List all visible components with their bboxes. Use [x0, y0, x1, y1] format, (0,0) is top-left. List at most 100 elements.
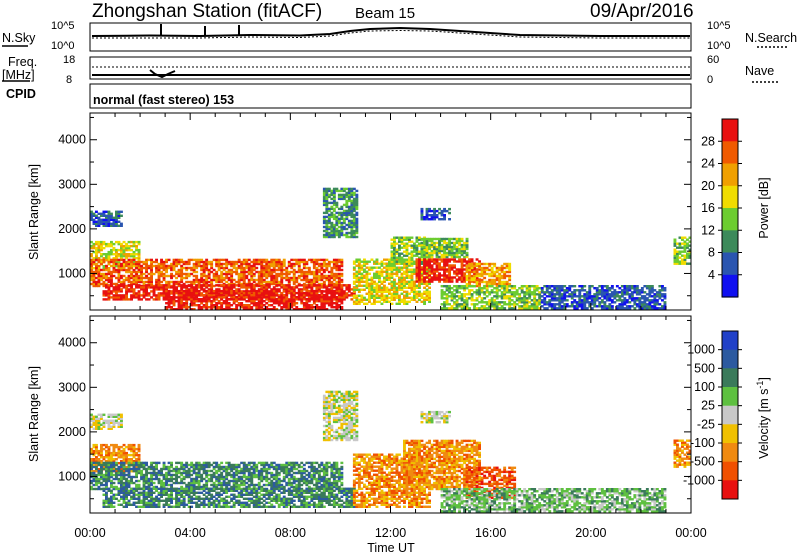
heatmap-cell — [257, 308, 261, 311]
heatmap-cell — [473, 276, 476, 280]
heatmap-cell — [135, 296, 138, 299]
heatmap-cell — [280, 260, 284, 264]
heatmap-cell — [297, 282, 301, 286]
heatmap-cell — [413, 284, 416, 287]
heatmap-cell — [423, 248, 426, 251]
heatmap-cell — [132, 274, 136, 278]
heatmap-cell — [433, 268, 436, 271]
heatmap-cell — [292, 270, 296, 274]
heatmap-cell — [215, 260, 219, 264]
heatmap-cell — [215, 308, 219, 311]
heatmap-cell — [355, 227, 359, 231]
heatmap-cell — [272, 276, 276, 280]
heatmap-cell — [95, 282, 98, 286]
heatmap-cell — [573, 291, 577, 294]
heatmap-cell — [105, 222, 108, 225]
heatmap-cell — [92, 419, 96, 422]
heatmap-cell — [480, 291, 484, 294]
heatmap-cell — [327, 300, 331, 303]
heatmap-cell — [305, 280, 309, 284]
heatmap-cell — [240, 298, 244, 301]
heatmap-cell — [330, 223, 334, 227]
freq-panel: Freq. [MHz] 18 8 60 0 Nave — [2, 54, 778, 86]
heatmap-cell — [608, 287, 612, 290]
heatmap-cell — [588, 305, 592, 308]
heatmap-cell — [400, 286, 404, 289]
heatmap-cell — [352, 229, 356, 233]
heatmap-cell — [200, 260, 204, 264]
heatmap-cell — [117, 242, 121, 246]
heatmap-cell — [440, 218, 444, 221]
heatmap-cell — [275, 258, 279, 262]
heatmap-cell — [513, 285, 517, 288]
heatmap-cell — [160, 266, 163, 270]
heatmap-cell — [538, 307, 542, 310]
heatmap-cell — [633, 291, 637, 294]
heatmap-cell — [175, 272, 178, 276]
heatmap-cell — [102, 240, 106, 244]
heatmap-cell — [95, 262, 98, 266]
heatmap-cell — [300, 284, 304, 287]
heatmap-cell — [195, 266, 199, 270]
heatmap-cell — [583, 307, 587, 310]
heatmap-cell — [195, 298, 199, 301]
heatmap-cell — [320, 302, 324, 305]
heatmap-cell — [137, 253, 141, 256]
heatmap-cell — [110, 276, 113, 280]
heatmap-cell — [120, 296, 123, 299]
heatmap-cell — [205, 289, 209, 293]
heatmap-cell — [305, 300, 309, 303]
heatmap-cell — [408, 260, 411, 263]
heatmap-cell — [418, 262, 421, 265]
heatmap-cell — [165, 298, 168, 301]
heatmap-cell — [245, 284, 249, 287]
heatmap-cell — [415, 238, 419, 241]
heatmap-cell — [197, 282, 201, 286]
heatmap-cell — [625, 285, 629, 288]
heatmap-cell — [430, 280, 434, 283]
heatmap-cell — [363, 280, 366, 283]
heatmap-cell — [433, 207, 436, 211]
heatmap-cell — [638, 305, 642, 308]
heatmap-cell — [438, 239, 441, 243]
heatmap-cell — [468, 282, 471, 286]
nave-label: Nave — [745, 64, 774, 78]
heatmap-cell — [235, 288, 239, 291]
heatmap-cell — [420, 253, 424, 257]
heatmap-cell — [252, 288, 256, 291]
nsky-line — [91, 26, 690, 38]
heatmap-cell — [403, 270, 406, 273]
heatmap-cell — [458, 268, 461, 271]
heatmap-cell — [395, 286, 399, 289]
heatmap-cell — [325, 308, 329, 311]
heatmap-cell — [573, 305, 577, 308]
heatmap-cell — [230, 294, 234, 297]
heatmap-cell — [272, 288, 276, 291]
heatmap-cell — [453, 295, 456, 298]
heatmap-cell — [117, 272, 121, 276]
heatmap-cell — [415, 296, 419, 299]
heatmap-cell — [190, 286, 194, 289]
heatmap-cell — [620, 307, 624, 310]
heatmap-cell — [450, 305, 454, 308]
heatmap-cell — [137, 270, 141, 274]
heatmap-cell — [473, 266, 476, 269]
heatmap-cell — [350, 211, 354, 215]
heatmap-cell — [498, 295, 502, 298]
heatmap-cell — [493, 282, 497, 286]
heatmap-cell — [355, 223, 359, 227]
heatmap-cell — [237, 276, 241, 280]
heatmap-cell — [270, 274, 274, 278]
heatmap-cell — [373, 272, 376, 275]
heatmap-cell — [683, 256, 687, 259]
heatmap-cell — [503, 285, 507, 288]
heatmap-cell — [478, 272, 481, 276]
heatmap-cell — [373, 298, 376, 301]
heatmap-cell — [460, 307, 464, 310]
heatmap-cell — [215, 258, 219, 262]
heatmap-cell — [252, 294, 256, 297]
heatmap-cell — [120, 284, 123, 287]
heatmap-cell — [327, 270, 331, 274]
heatmap-cell — [225, 290, 229, 293]
heatmap-cell — [277, 289, 281, 293]
